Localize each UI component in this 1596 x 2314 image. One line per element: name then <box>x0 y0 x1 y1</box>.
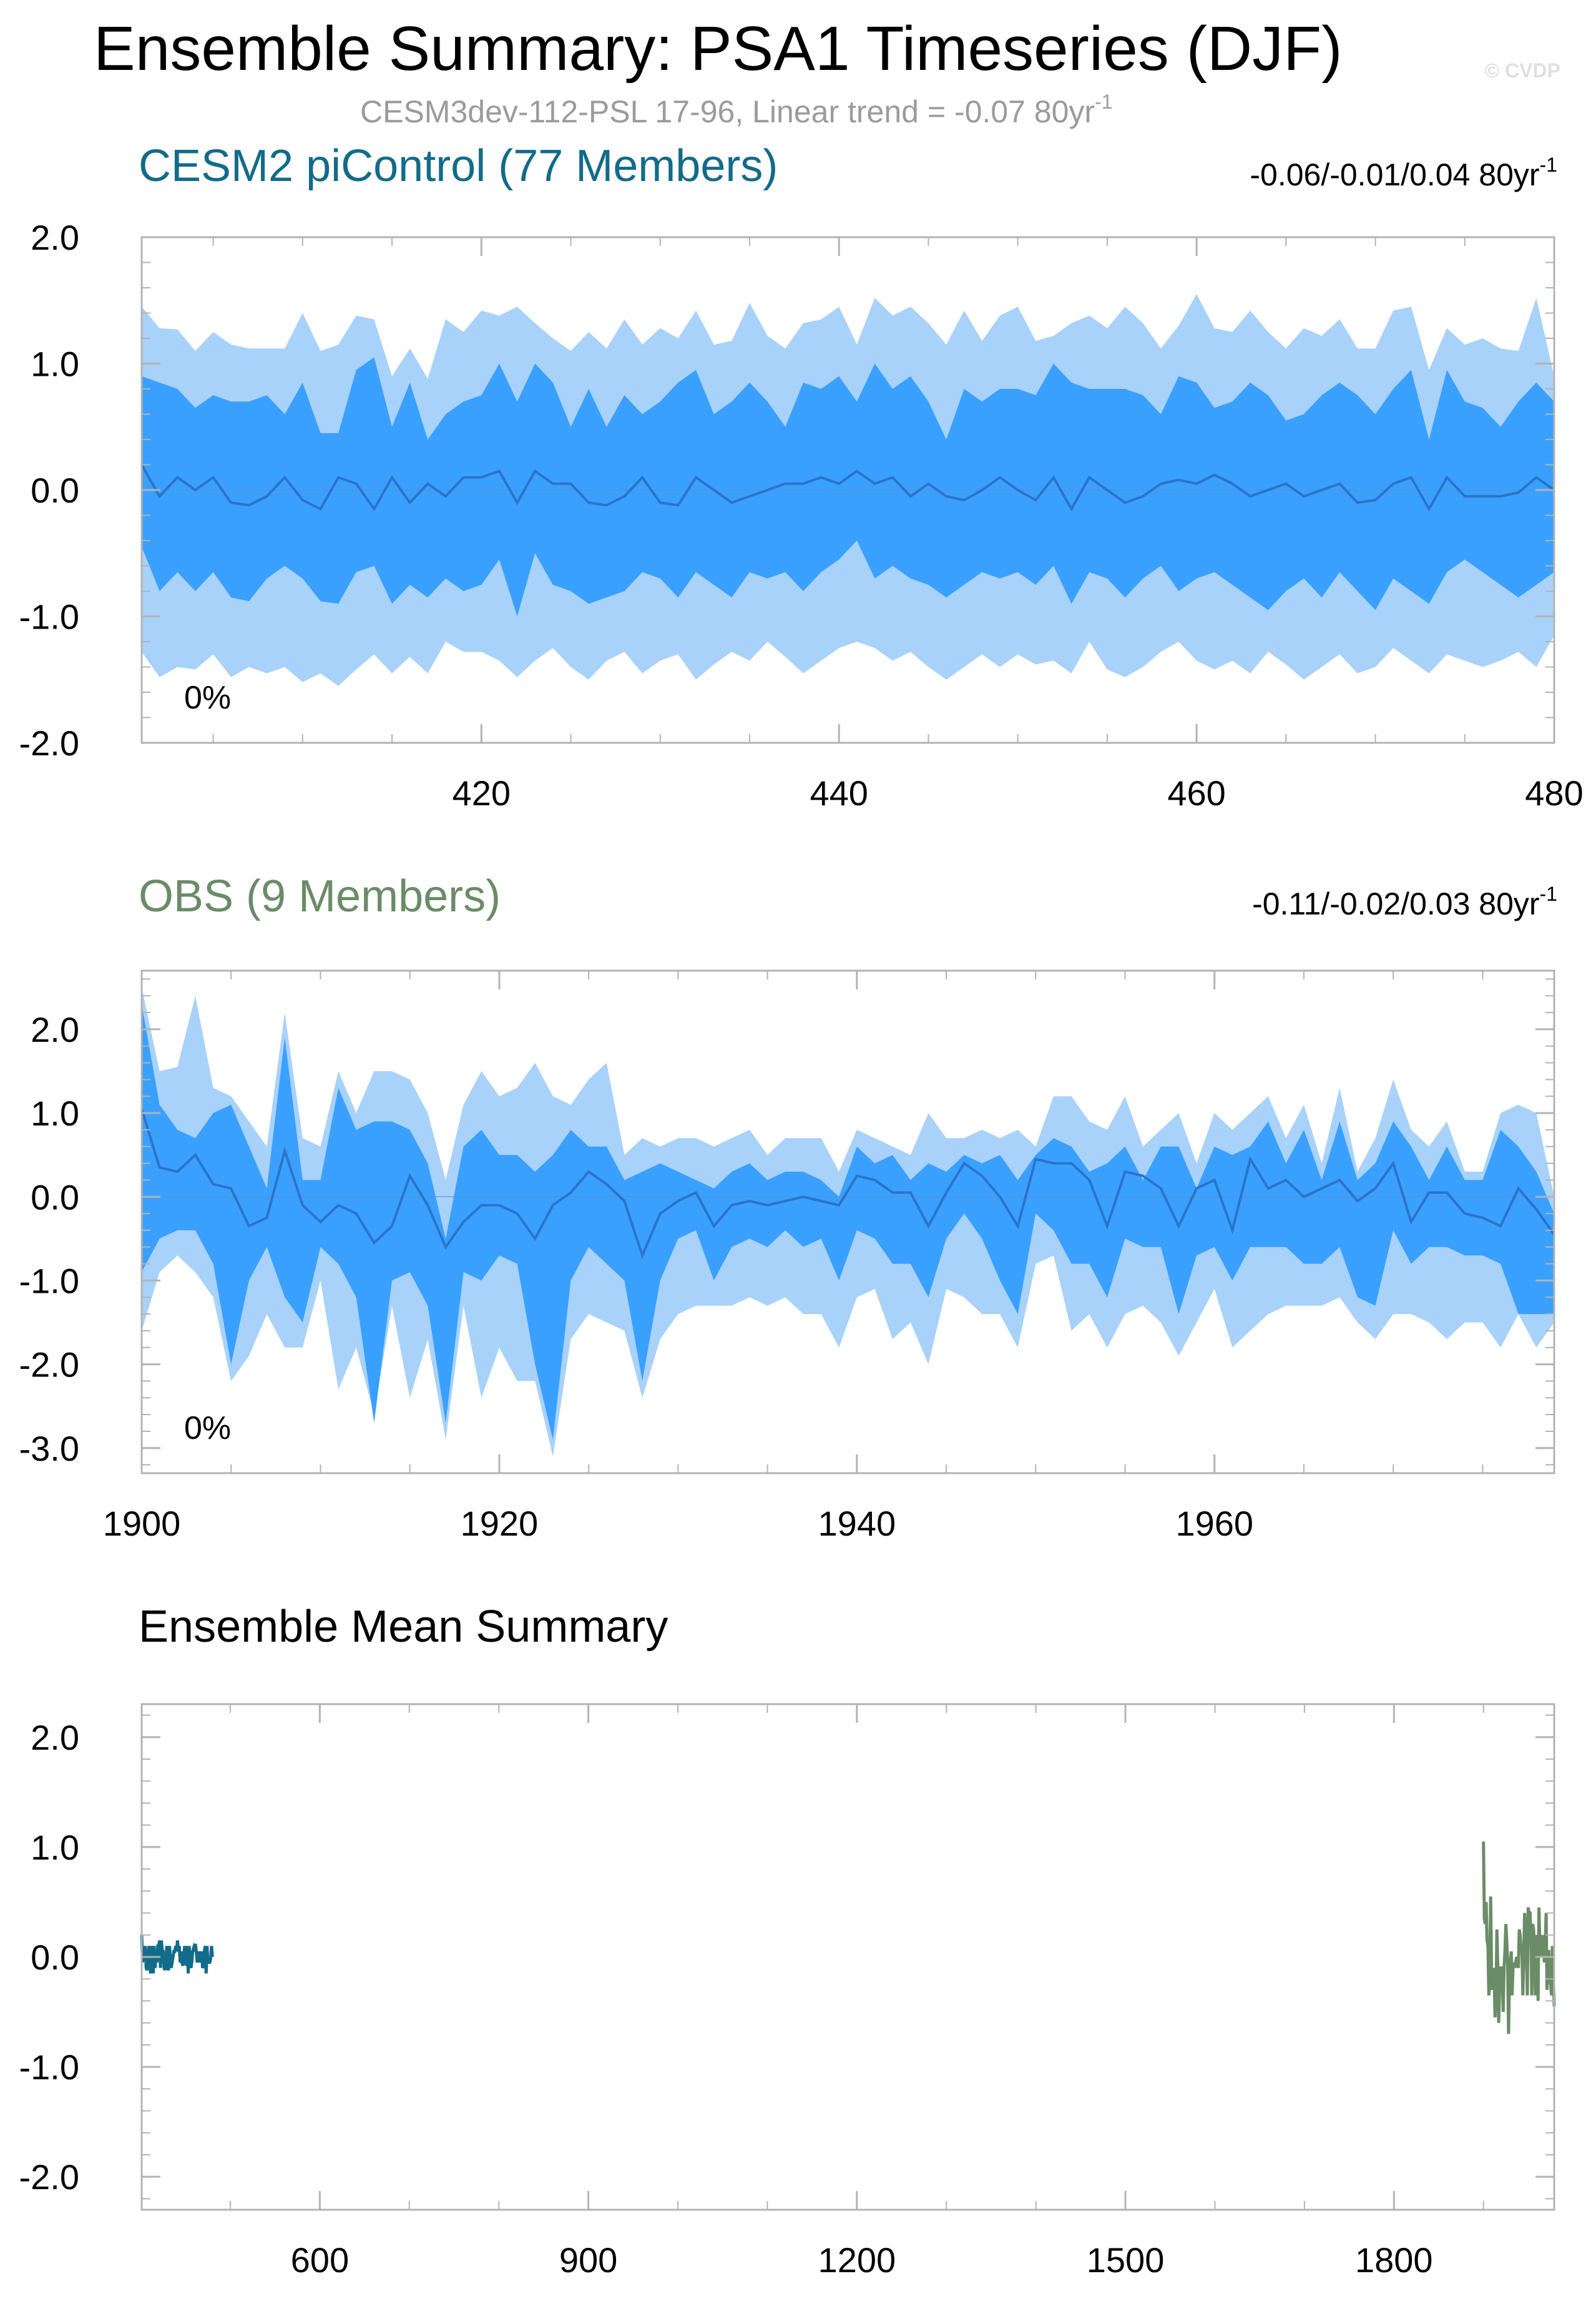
copyright-text: © CVDP <box>1485 59 1560 82</box>
y-tick-label: 1.0 <box>31 345 79 384</box>
panel-cesm2-picontrol: CESM2 piControl (77 Members) -0.06/-0.01… <box>19 141 1584 813</box>
x-tick-label: 900 <box>559 2240 617 2280</box>
panel-obs: OBS (9 Members) -0.11/-0.02/0.03 80yr-1 … <box>19 871 1558 1543</box>
panel-title: Ensemble Mean Summary <box>139 1602 668 1652</box>
obs-mean-line <box>1482 1841 1556 2034</box>
x-tick-label: 460 <box>1167 773 1225 813</box>
x-tick-label: 1200 <box>818 2240 896 2280</box>
y-tick-label: 0.0 <box>31 1938 79 1977</box>
x-tick-label: 1900 <box>103 1504 181 1543</box>
y-tick-label: 1.0 <box>31 1094 79 1133</box>
ensemble-mean-line <box>140 1108 1555 1259</box>
x-tick-label: 1960 <box>1175 1504 1253 1543</box>
x-tick-label: 600 <box>291 2240 349 2280</box>
trend-range-text: -0.06/-0.01/0.04 80yr <box>1250 157 1539 192</box>
ensemble-mean-line <box>140 464 1555 512</box>
panel-title: OBS (9 Members) <box>139 871 501 921</box>
x-tick-label: 1800 <box>1355 2240 1433 2280</box>
y-tick-label: 2.0 <box>31 1718 79 1757</box>
p10-p90-band <box>142 1004 1554 1440</box>
subtitle-superscript: -1 <box>1095 91 1112 113</box>
plot-area: 2.0 1.0 0.0 -1.0 -2.0 420 440 460 480 <box>19 218 1584 813</box>
y-tick-label: 0.0 <box>31 1177 79 1217</box>
plot-frame <box>140 1703 1555 2211</box>
x-tick-label: 1500 <box>1087 2240 1165 2280</box>
x-tick-label: 1940 <box>818 1504 896 1543</box>
plot-frame <box>140 969 1555 1474</box>
subtitle-text: CESM3dev-112-PSL 17-96, Linear trend = -… <box>360 94 1095 129</box>
y-tick-label: -2.0 <box>19 723 80 763</box>
y-tick-label: -1.0 <box>19 597 80 637</box>
cesm2-mean-line <box>140 1934 214 1974</box>
y-tick-label: 1.0 <box>31 1828 79 1867</box>
y-tick-label: -3.0 <box>19 1429 80 1468</box>
p10-p90-band <box>142 357 1554 617</box>
y-tick-label: 0.0 <box>31 471 79 510</box>
panel-title: CESM2 piControl (77 Members) <box>139 141 778 191</box>
percent-label: 0% <box>184 1410 231 1446</box>
plot-area: 2.0 1.0 0.0 -1.0 -2.0 600 900 1200 1500 1800 <box>19 1703 1556 2280</box>
trend-range-label: -0.11/-0.02/0.03 80yr-1 <box>1252 883 1557 921</box>
figure-subtitle: CESM3dev-112-PSL 17-96, Linear trend = -… <box>360 91 1113 129</box>
y-tick-label: -1.0 <box>19 2047 80 2087</box>
x-tick-label: 420 <box>453 773 511 813</box>
plot-area: 2.0 1.0 0.0 -1.0 -2.0 -3.0 1900 1920 1940 1960 <box>19 969 1555 1543</box>
trend-range-label: -0.06/-0.01/0.04 80yr-1 <box>1250 154 1557 192</box>
x-tick-label: 1920 <box>461 1504 539 1543</box>
panel-ensemble-mean-summary: Ensemble Mean Summary 2.0 1.0 0.0 -1.0 -2.0 6… <box>19 1602 1556 2280</box>
x-tick-label: 480 <box>1525 773 1583 813</box>
percent-label: 0% <box>184 680 231 716</box>
y-tick-label: -2.0 <box>19 2157 80 2197</box>
trend-range-superscript: -1 <box>1540 154 1557 176</box>
x-tick-label: 440 <box>810 773 868 813</box>
trend-range-superscript: -1 <box>1540 883 1557 905</box>
figure-title: Ensemble Summary: PSA1 Timeseries (DJF) <box>94 14 1343 84</box>
y-tick-label: 2.0 <box>31 1010 79 1049</box>
y-tick-label: -2.0 <box>19 1345 80 1385</box>
y-tick-label: 2.0 <box>31 218 79 257</box>
y-tick-label: -1.0 <box>19 1261 80 1300</box>
trend-range-text: -0.11/-0.02/0.03 80yr <box>1252 886 1539 921</box>
